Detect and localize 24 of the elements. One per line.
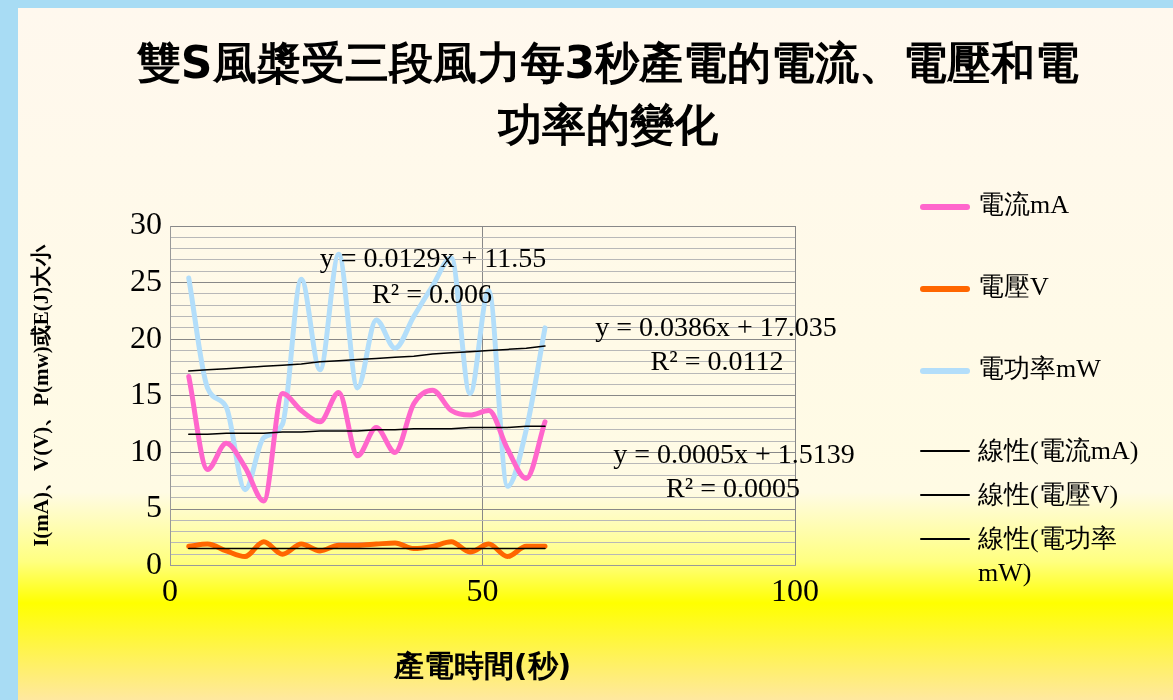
y-tick-label: 15 xyxy=(130,375,162,412)
annotation: y = 0.0005x + 1.5139 xyxy=(613,438,855,470)
x-tick-label: 50 xyxy=(466,572,499,609)
legend-label: 線性(電流mA) xyxy=(978,435,1140,467)
y-tick-label: 0 xyxy=(146,545,162,582)
y-tick-label: 30 xyxy=(130,205,162,242)
legend-label: 線性(電壓V) xyxy=(978,479,1120,511)
y-tick-label: 5 xyxy=(146,488,162,525)
legend-label: 線性(電功率mW) xyxy=(978,523,1118,589)
y-tick-label: 10 xyxy=(130,431,162,468)
legend-label: 電壓V xyxy=(978,271,1050,303)
annotation: R² = 0.0005 xyxy=(666,472,800,504)
annotation: y = 0.0129x + 11.55 xyxy=(319,242,547,274)
chart-title: 雙S風槳受三段風力每3秒產電的電流、電壓和電功率的變化 xyxy=(135,36,1081,152)
y-tick-label: 25 xyxy=(130,262,162,299)
annotation: y = 0.0386x + 17.035 xyxy=(595,311,837,343)
x-tick-label: 100 xyxy=(771,572,819,609)
legend-label: 電功率mW xyxy=(978,353,1102,385)
legend-label: 電流mA xyxy=(978,189,1070,221)
x-axis-title: 產電時間(秒) xyxy=(392,647,572,683)
y-axis-title: I(mA)、V(V)、P(mw)或E(J)大小 xyxy=(29,243,54,547)
annotation: R² = 0.006 xyxy=(372,278,492,310)
y-tick-label: 20 xyxy=(130,318,162,355)
annotation: R² = 0.0112 xyxy=(650,345,784,377)
